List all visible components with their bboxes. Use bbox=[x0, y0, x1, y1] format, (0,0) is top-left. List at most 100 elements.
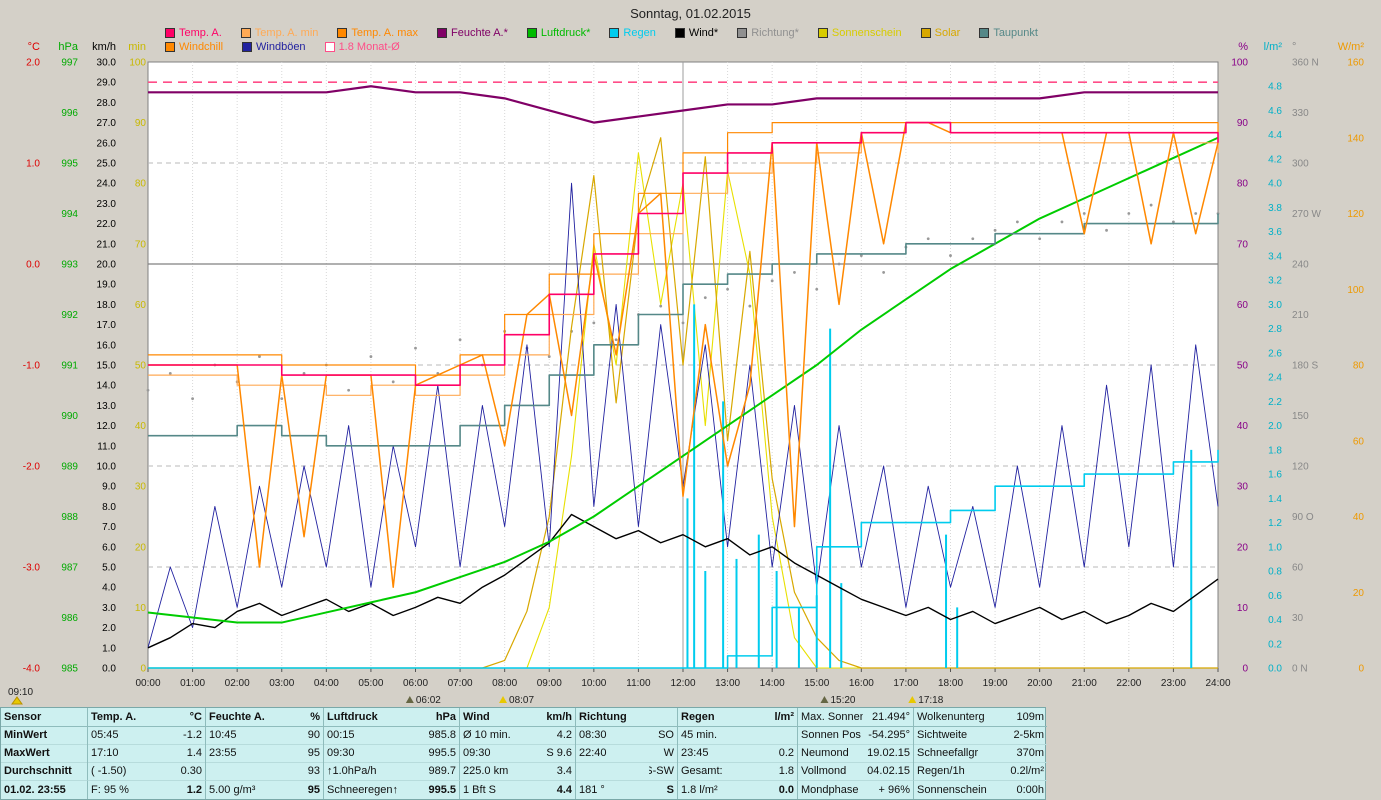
data-point-richtung bbox=[770, 279, 774, 283]
legend-swatch-richtung bbox=[737, 27, 748, 38]
legend-swatch-1-8-monat bbox=[324, 41, 335, 52]
chart-title: Sonntag, 01.02.2015 bbox=[630, 6, 751, 21]
stats-cell: Temp. A. bbox=[87, 707, 159, 727]
stats-cell: S 9.6 bbox=[529, 744, 575, 764]
data-point-richtung bbox=[971, 237, 975, 241]
axis-tick-label: 4.6 bbox=[1268, 106, 1282, 117]
stats-cell: ( -1.50) bbox=[87, 762, 159, 782]
stats-cell: Max. Sonnen bbox=[797, 707, 863, 727]
astro-marker-08-07: 08:07 bbox=[499, 695, 534, 706]
axis-tick-label: 988 bbox=[61, 512, 78, 523]
axis-header-min: min bbox=[128, 41, 146, 53]
axis-tick-label: 210 bbox=[1292, 310, 1309, 321]
stats-cell: 09:30 bbox=[459, 743, 529, 764]
data-point-richtung bbox=[191, 397, 194, 401]
data-point-richtung bbox=[547, 355, 551, 358]
axis-tick-label: -3.0 bbox=[23, 563, 41, 574]
axis-tick-label: 5.0 bbox=[102, 563, 116, 574]
marker-time: 08:07 bbox=[509, 695, 534, 706]
stats-cell: Durchschnitt bbox=[1, 762, 87, 782]
marker-time: 15:20 bbox=[830, 695, 855, 706]
x-tick-label: 20:00 bbox=[1027, 678, 1052, 689]
stats-cell: 1.8 bbox=[757, 762, 797, 782]
axis-tick-label: 70 bbox=[1237, 239, 1249, 250]
axis-tick-label: 6.0 bbox=[102, 542, 116, 553]
axis-tick-label: 1.4 bbox=[1268, 494, 1282, 505]
axis-tick-label: 30 bbox=[135, 482, 147, 493]
moon-marker-icon bbox=[820, 696, 829, 703]
legend-label-richtung: Richtung* bbox=[751, 26, 799, 39]
x-tick-label: 00:00 bbox=[135, 678, 160, 689]
series-luftdruck bbox=[147, 136, 1219, 624]
axis-c: °C 2.0 1.0 0.0 -1.0 -2.0 -3.0 -4.0 bbox=[23, 41, 41, 675]
legend-label-windchill: Windchill bbox=[179, 40, 224, 53]
stats-cell: Sonnen Pos bbox=[797, 725, 863, 745]
legend-swatch-sonnenschein bbox=[817, 27, 828, 38]
axis-tick-label: 4.0 bbox=[1268, 179, 1282, 190]
legend-item-sonnenschein: Sonnenschein bbox=[817, 27, 902, 39]
axis-tick-label: 2.8 bbox=[1268, 324, 1282, 335]
data-point-richtung bbox=[258, 355, 261, 358]
stats-cell bbox=[757, 726, 797, 745]
axis-tick-label: 40 bbox=[1237, 421, 1249, 432]
legend: Temp. A. Temp. A. min Temp. A. max Feuchte … bbox=[165, 26, 1240, 53]
sun-marker-icon bbox=[908, 696, 917, 703]
axis-tick-label: 0 bbox=[1358, 664, 1364, 675]
axis-tick-label: 4.2 bbox=[1268, 154, 1282, 165]
stats-row-minwert: MinWert 05:45 -1.2 10:45 90 00:15 985.8 Ø 10 mi… bbox=[1, 725, 1047, 745]
stats-cell: MinWert bbox=[1, 726, 87, 745]
data-point-richtung bbox=[793, 271, 796, 274]
axis-tick-label: 1.2 bbox=[1268, 518, 1282, 529]
x-tick-label: 13:00 bbox=[715, 678, 740, 689]
axis-tick-label: 100 bbox=[1231, 58, 1248, 69]
legend-label-regen: Regen bbox=[623, 26, 656, 39]
x-tick-label: 10:00 bbox=[581, 678, 606, 689]
stats-cell: 45 min. bbox=[677, 725, 757, 745]
axis-tick-label: 240 bbox=[1292, 260, 1309, 271]
x-tick-label: 14:00 bbox=[760, 678, 785, 689]
legend-row: Windchill Windböen 1.8 Monat-Ø bbox=[165, 40, 1240, 53]
stats-cell: 995.5 bbox=[428, 783, 456, 796]
stats-cell: 225.0 km bbox=[459, 762, 529, 782]
stats-cell: Wolkenunterg bbox=[913, 707, 991, 727]
axis-tick-label: 990 bbox=[61, 411, 78, 422]
stats-cell: -54.295° bbox=[863, 726, 913, 745]
axis-tick-label: 15.0 bbox=[97, 361, 117, 372]
data-point-richtung bbox=[146, 388, 150, 392]
axis-tick-label: 70 bbox=[135, 239, 147, 250]
axis-header-c: °C bbox=[28, 41, 40, 53]
axis-tick-label: 50 bbox=[1237, 361, 1249, 372]
axis-tick-label: 40 bbox=[135, 421, 147, 432]
stats-cell: Sichtweite bbox=[913, 725, 991, 745]
data-point-richtung bbox=[681, 321, 685, 325]
series-regen bbox=[148, 449, 1219, 669]
x-tick-label: 16:00 bbox=[849, 678, 874, 689]
data-point-richtung bbox=[1149, 203, 1153, 207]
stats-cell: F: 95 % bbox=[87, 780, 159, 799]
legend-item-wind: Wind* bbox=[674, 27, 718, 39]
legend-item-solar: Solar bbox=[920, 27, 960, 39]
stats-cell: -1.2 bbox=[159, 726, 205, 745]
stats-cell: 4.2 bbox=[529, 726, 575, 745]
axis-tick-label: 0.0 bbox=[1268, 664, 1282, 675]
stats-cell: Regen bbox=[677, 707, 757, 727]
axis-tick-label: 11.0 bbox=[97, 441, 116, 452]
stats-cell: 21.494° bbox=[863, 708, 913, 727]
axis-tick-label: 22.0 bbox=[97, 219, 117, 230]
axis-tick-label: 100 bbox=[129, 58, 146, 69]
legend-label-feuchte-a: Feuchte A.* bbox=[451, 26, 508, 39]
data-point-richtung bbox=[949, 254, 952, 257]
axis-tick-label: 20.0 bbox=[97, 260, 117, 271]
stats-cell: 5.00 g/m³ bbox=[205, 780, 283, 799]
stats-cell: + 96% bbox=[878, 783, 911, 796]
legend-item-temp-a-min: Temp. A. min bbox=[240, 27, 318, 39]
data-point-richtung bbox=[815, 287, 819, 291]
axis-tick-label: 90 O bbox=[1292, 512, 1314, 523]
legend-swatch-taupunkt bbox=[979, 27, 990, 38]
x-tick-label: 11:00 bbox=[626, 678, 651, 689]
axis-tick-label: 80 bbox=[135, 179, 147, 190]
axis-tick-label: 1.6 bbox=[1268, 470, 1282, 481]
x-tick-label: 15:00 bbox=[804, 678, 829, 689]
